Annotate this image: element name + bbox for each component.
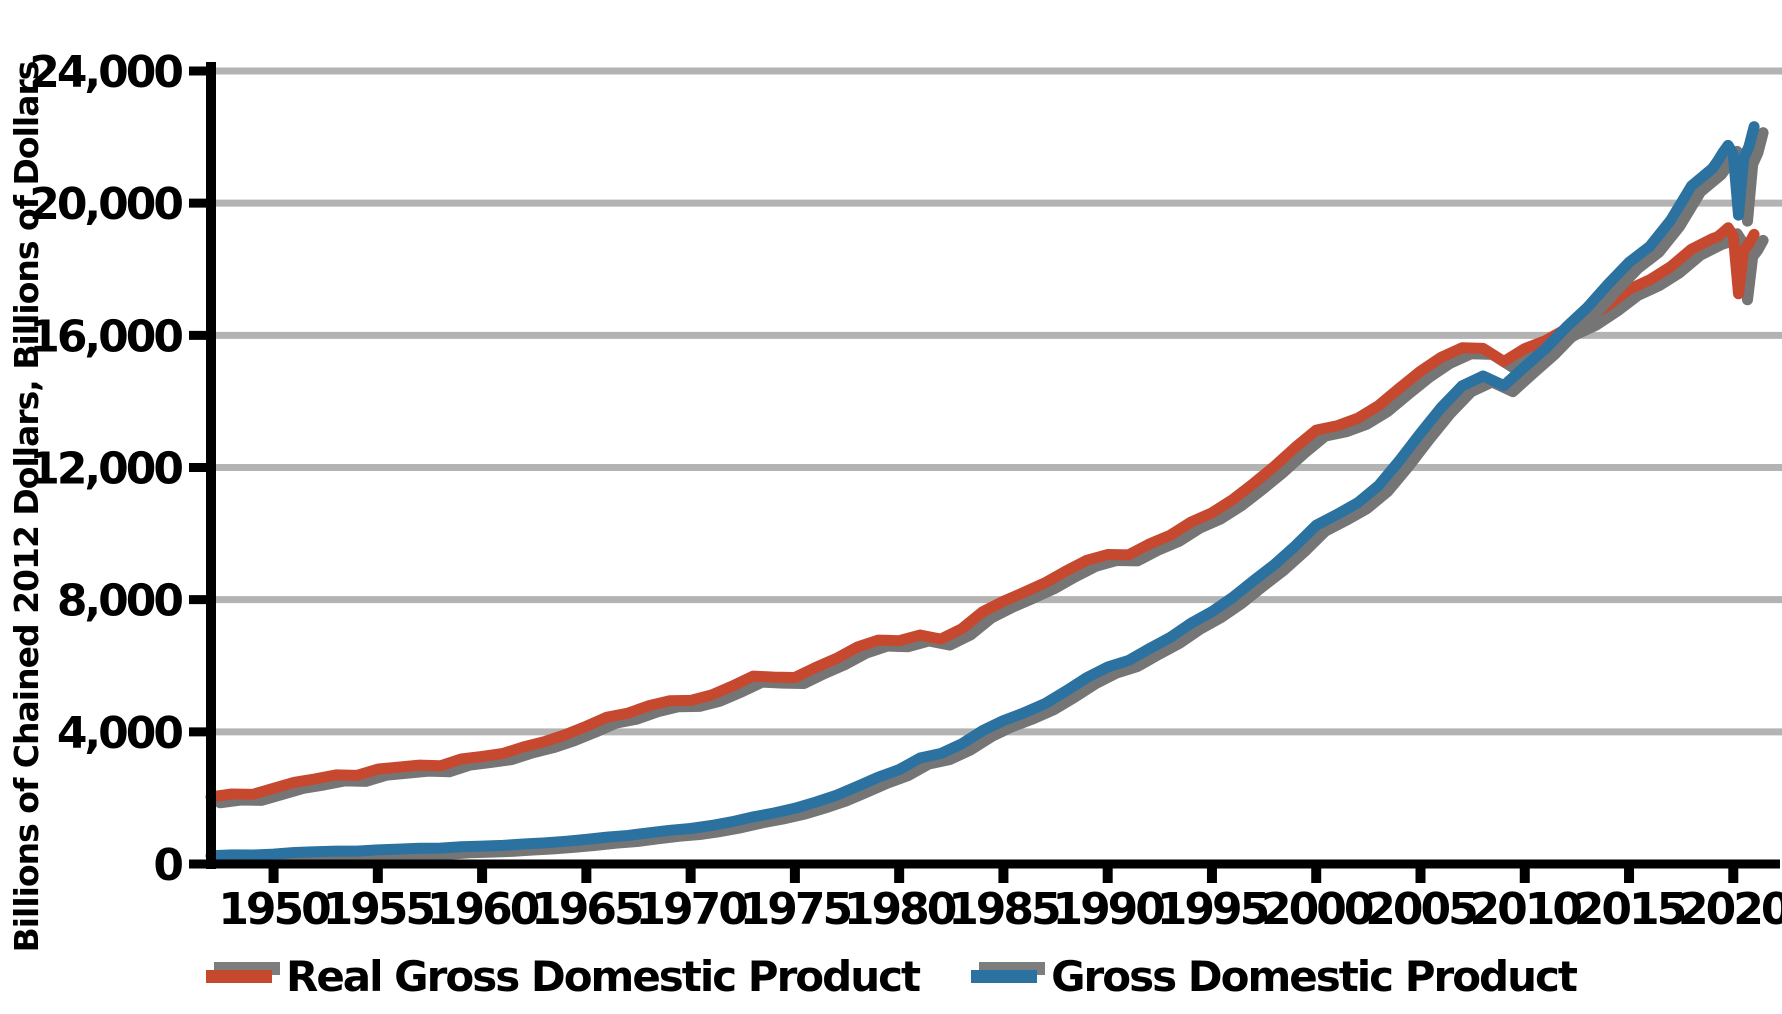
chart-legend: Real Gross Domestic Product Gross Domest… [0,952,1782,1001]
gdp-line [205,121,1760,862]
y-axis-tick-label: 24,000 [29,47,182,98]
x-axis-tick-label: 2015 [1574,884,1685,935]
x-axis-tick-label: 1970 [635,884,747,935]
x-axis-tick-label: 2020 [1678,884,1782,935]
x-axis-tick-label: 1955 [323,884,434,935]
legend-label-gdp: Gross Domestic Product [1051,952,1578,1001]
gdp-legend-swatch [971,962,1046,983]
y-axis-tick-label: 4,000 [57,708,183,759]
x-axis-tick-label: 2010 [1470,884,1582,935]
y-axis-tick-label: 20,000 [29,179,182,230]
y-axis-tick-label: 8,000 [57,576,183,627]
gdp-line-swatch [971,970,1038,983]
x-axis-tick-label: 1980 [844,884,956,935]
y-axis-tick-label: 0 [153,840,182,891]
x-axis-tick-label: 1995 [1157,884,1268,935]
x-axis-tick-label: 1965 [531,884,642,935]
x-axis-tick-label: 2000 [1261,884,1373,935]
legend-label-real-gdp: Real Gross Domestic Product [285,952,921,1001]
legend-item-gdp: Gross Domestic Product [971,952,1578,1001]
gdp-line-shadow [214,127,1769,868]
x-axis-tick-label: 1960 [427,884,539,935]
real-gdp-line-shadow [214,228,1769,809]
y-axis-tick-label: 16,000 [29,311,182,362]
x-axis-tick-label: 1975 [740,884,851,935]
real-gdp-line [205,222,1760,803]
legend-item-real-gdp: Real Gross Domestic Product [205,952,921,1001]
x-axis-tick-label: 2005 [1365,884,1476,935]
x-axis-tick-label: 1985 [948,884,1059,935]
y-axis-tick-label: 12,000 [29,444,182,495]
real-gdp-legend-swatch [205,962,280,983]
x-axis-tick-label: 1990 [1052,884,1164,935]
real-gdp-line-swatch [205,970,272,983]
x-axis-tick-label: 1950 [218,884,330,935]
